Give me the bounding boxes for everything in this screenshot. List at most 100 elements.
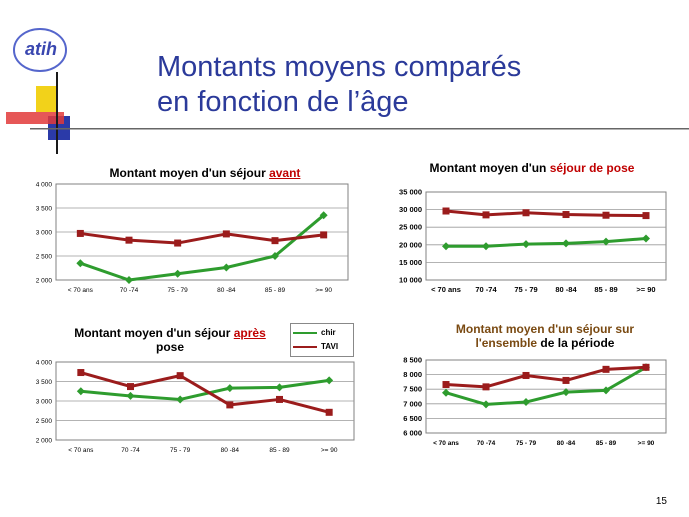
- chart2-y-tick-label: 20 000: [399, 240, 422, 249]
- chart2-point-tavi: [442, 207, 450, 215]
- slide-title: Montants moyens comparés en fonction de …: [157, 50, 657, 120]
- chart1-x-tick-label: 70 -74: [120, 287, 139, 294]
- chart4-y-tick-label: 7 500: [403, 385, 422, 394]
- chart3-series-line-chir: [80, 378, 330, 401]
- chart3-title: Montant moyen d'un séjour après pose: [50, 326, 290, 354]
- chart2-series-line-chir: [446, 236, 647, 248]
- chart3-title-pre: Montant moyen d'un séjour: [74, 326, 234, 340]
- slide-title-line2: en fonction de l’âge: [157, 86, 409, 118]
- chart2-point-chir: [442, 242, 450, 251]
- chart3-x-tick-label: 70 -74: [121, 447, 140, 454]
- chart2-point-tavi: [602, 211, 610, 219]
- chart4-x-tick-label: 75 - 79: [516, 440, 537, 447]
- chart3-x-tick-label: 85 - 89: [269, 447, 290, 454]
- chart4-y-tick-label: 7 000: [403, 399, 422, 408]
- chart1-point-tavi: [76, 229, 84, 237]
- chart4-point-tavi: [602, 365, 610, 373]
- chart1-point-chir: [173, 269, 182, 278]
- chart3-point-tavi: [77, 369, 85, 377]
- chart3-point-tavi: [176, 372, 184, 380]
- chart3-legend: chir TAVI: [290, 323, 354, 357]
- chart2-x-tick-label: 70 -74: [475, 285, 497, 294]
- chart2-point-chir: [602, 237, 610, 246]
- chart3-point-tavi: [276, 395, 283, 403]
- chart1-point-chir: [319, 211, 328, 220]
- chart3-x-tick-label: 80 -84: [221, 447, 240, 454]
- chart3-point-tavi: [325, 408, 333, 416]
- chart3-y-tick-label: 3 000: [36, 399, 53, 406]
- chart1-point-tavi: [271, 237, 279, 245]
- chart4-y-tick-label: 6 000: [403, 429, 422, 438]
- chart4-point-chir: [562, 388, 570, 397]
- chart2-point-tavi: [562, 211, 570, 219]
- chart1-y-tick-label: 3 500: [36, 206, 53, 213]
- chart3-point-tavi: [226, 401, 234, 409]
- chart1-point-tavi: [222, 230, 230, 238]
- legend-swatch-tavi: [293, 346, 317, 348]
- legend-label-chir: chir: [321, 328, 336, 337]
- chart4-point-chir: [442, 388, 450, 397]
- chart1-y-tick-label: 2 000: [36, 278, 53, 285]
- chart1-x-tick-label: 85 - 89: [265, 287, 286, 294]
- chart3-series-line-tavi: [80, 371, 330, 414]
- chart4-series-line-tavi: [445, 365, 647, 389]
- chart3-point-tavi: [127, 383, 134, 391]
- chart2-x-tick-label: 75 - 79: [514, 285, 537, 294]
- chart3-x-tick-label: >= 90: [321, 447, 338, 454]
- chart1-point-tavi: [125, 236, 133, 244]
- chart2-y-tick-label: 30 000: [399, 205, 422, 214]
- chart4-point-tavi: [522, 371, 530, 379]
- chart2-point-chir: [522, 240, 530, 249]
- chart1-x-tick-label: < 70 ans: [68, 287, 94, 294]
- chart4-point-tavi: [642, 363, 650, 371]
- chart3-title-highlight: après: [233, 326, 266, 340]
- chart1-title-pre: Montant moyen d'un séjour: [109, 166, 270, 180]
- chart2-plot-area: [425, 191, 667, 281]
- chart3-y-tick-label: 4 000: [36, 360, 53, 367]
- chart1-y-tick-label: 3 000: [36, 230, 53, 237]
- legend-item-chir: chir: [293, 327, 351, 339]
- chart3-point-chir: [176, 395, 185, 404]
- chart2-series-line-tavi: [445, 209, 647, 218]
- chart4-title-pre: Montant moyen d'un séjour sur: [455, 322, 635, 336]
- chart4-series-line-chir: [445, 366, 647, 406]
- chart4-y-tick-label: 8 500: [403, 356, 422, 365]
- chart3-point-chir: [126, 391, 135, 400]
- chart2-point-chir: [562, 239, 570, 248]
- chart4-point-tavi: [562, 376, 570, 384]
- chart2-y-tick-label: 10 000: [399, 276, 422, 285]
- chart2-x-tick-label: >= 90: [636, 285, 655, 294]
- chart4-x-tick-label: 70 -74: [477, 440, 496, 447]
- legend-label-tavi: TAVI: [321, 342, 339, 351]
- chart1-x-tick-label: 75 - 79: [168, 287, 189, 294]
- chart1-point-tavi: [174, 239, 182, 247]
- chart1-x-tick-label: >= 90: [315, 287, 332, 294]
- chart3-point-chir: [275, 383, 284, 392]
- chart1-y-tick-label: 2 500: [36, 254, 53, 261]
- chart1-point-chir: [222, 263, 231, 272]
- chart3-x-tick-label: 75 - 79: [170, 447, 191, 454]
- chart3-y-tick-label: 3 500: [36, 379, 53, 386]
- page-number: 15: [655, 496, 667, 507]
- chart1-point-chir: [271, 252, 279, 260]
- chart2-y-tick-label: 15 000: [399, 258, 422, 267]
- chart3-point-chir: [225, 384, 234, 393]
- chart1-point-chir: [76, 259, 85, 268]
- chart4-point-chir: [602, 386, 610, 395]
- chart2-title: Montant moyen d'un séjour de pose: [412, 161, 652, 175]
- logo: atih: [24, 39, 57, 59]
- chart2-point-chir: [642, 234, 650, 243]
- chart1-title-highlight: avant: [269, 166, 301, 180]
- chart1-series-line-chir: [79, 214, 325, 282]
- chart4-x-tick-label: < 70 ans: [433, 440, 459, 447]
- chart2-point-tavi: [642, 212, 650, 220]
- chart4-point-chir: [482, 400, 490, 409]
- chart3-x-tick-label: < 70 ans: [68, 447, 94, 454]
- chart3-y-tick-label: 2 500: [36, 418, 53, 425]
- chart4-point-chir: [522, 398, 530, 407]
- legend-swatch-chir: [293, 332, 317, 334]
- chart2-title-highlight: séjour de pose: [549, 161, 635, 175]
- chart2-x-tick-label: 85 - 89: [594, 285, 617, 294]
- chart2-point-tavi: [482, 211, 490, 219]
